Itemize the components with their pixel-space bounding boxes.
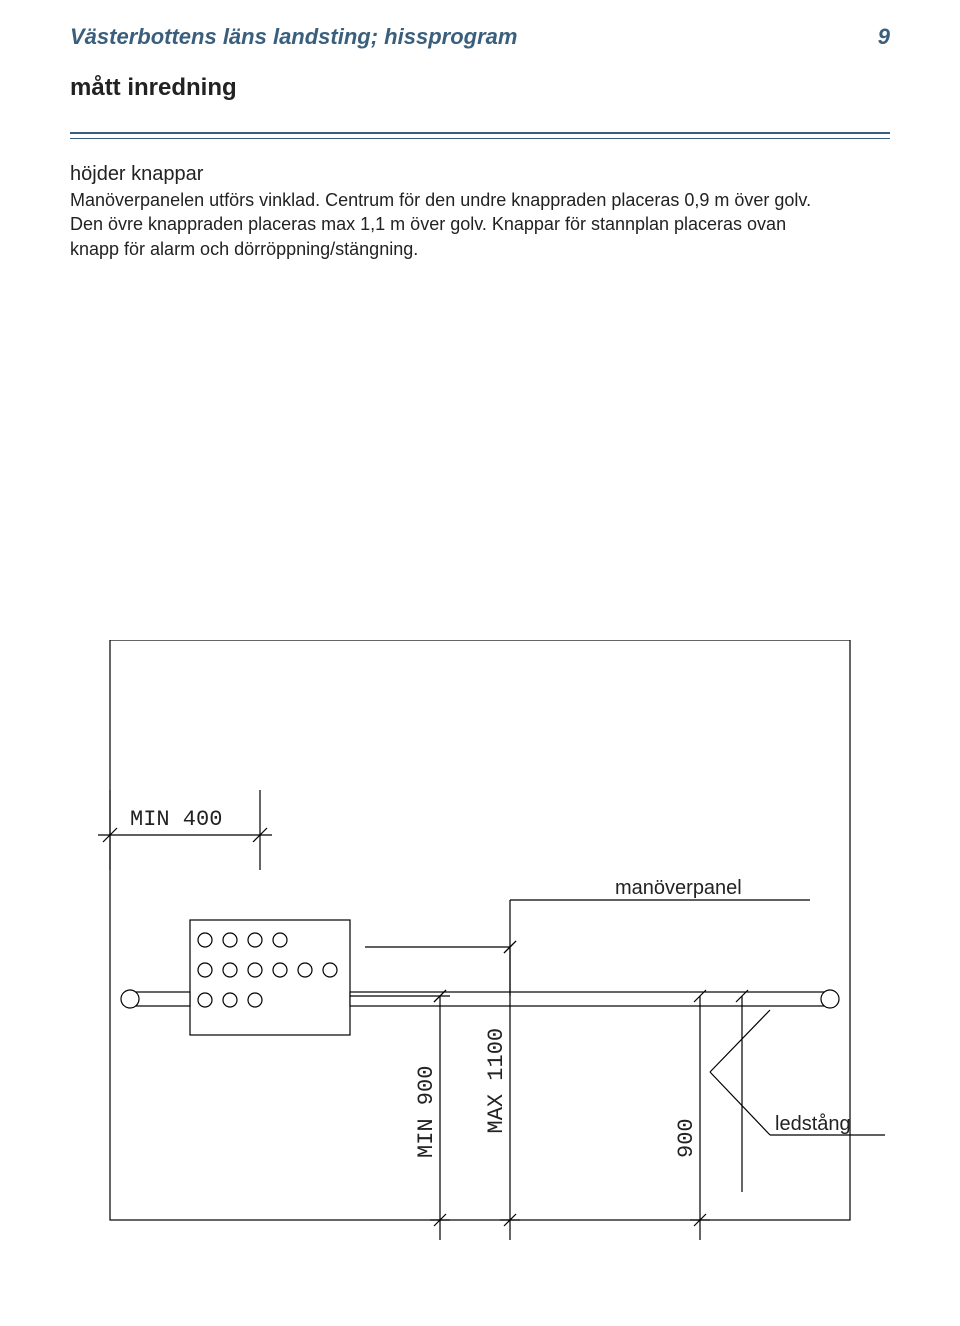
svg-text:MIN 400: MIN 400 xyxy=(130,807,222,832)
diagram-container: MIN 400 manöverpanel ledstång MIN 900 MAX 11… xyxy=(70,640,890,1280)
subsection-heading: höjder knappar xyxy=(70,163,890,186)
page: Västerbottens läns landsting; hissprogra… xyxy=(0,0,960,1326)
elevation-diagram: MIN 400 manöverpanel ledstång MIN 900 MAX 11… xyxy=(70,640,890,1280)
svg-text:ledstång: ledstång xyxy=(775,1113,851,1135)
section-title: mått inredning xyxy=(70,74,890,102)
body-paragraph: Manöverpanelen utförs vinklad. Centrum f… xyxy=(70,188,830,261)
divider-bottom xyxy=(70,138,890,139)
divider-top xyxy=(70,132,890,134)
svg-text:MAX 1100: MAX 1100 xyxy=(484,1028,509,1134)
svg-text:manöverpanel: manöverpanel xyxy=(615,877,742,899)
page-number: 9 xyxy=(878,24,890,50)
page-header: Västerbottens läns landsting; hissprogra… xyxy=(70,24,890,50)
svg-text:900: 900 xyxy=(674,1118,699,1158)
header-title: Västerbottens läns landsting; hissprogra… xyxy=(70,24,517,50)
svg-text:MIN 900: MIN 900 xyxy=(414,1066,439,1158)
